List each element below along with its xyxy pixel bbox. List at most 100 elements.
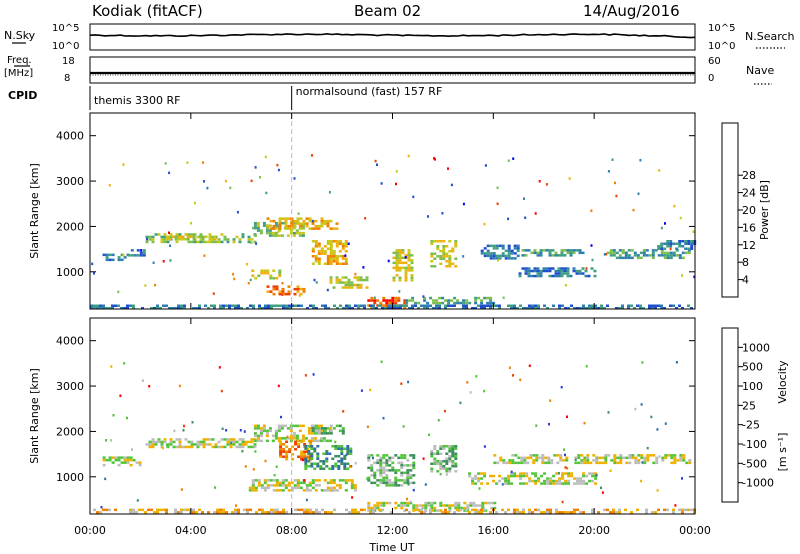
velocity-cell-12 [612, 508, 615, 512]
velocity-cell-9 [466, 504, 470, 507]
velocity-cell-7 [379, 461, 383, 465]
velocity-cell-11 [519, 474, 523, 478]
power-cell-14 [489, 257, 493, 260]
power-cell-15 [566, 249, 570, 252]
power-cell-10 [403, 301, 407, 305]
velocity-scatter [366, 477, 369, 480]
power-cell-5 [287, 224, 291, 228]
velocity-cell-7 [367, 459, 371, 462]
velocity-cell-6 [281, 484, 285, 487]
power-cell-4 [274, 226, 278, 230]
power-cell-4 [280, 234, 284, 237]
power-scatter [277, 230, 280, 233]
power-cell-0 [117, 258, 121, 262]
power-cell-19 [210, 304, 213, 307]
velocity-cell-1 [114, 456, 118, 459]
velocity-cell-7 [379, 479, 383, 482]
velocity-cell-12 [555, 511, 558, 514]
power-scatter [374, 159, 377, 163]
power-cell-9 [329, 278, 333, 282]
velocity-cell-3 [294, 448, 298, 451]
power-cell-19 [99, 307, 102, 310]
velocity-cell-12 [444, 511, 447, 514]
power-cell-19 [324, 304, 327, 307]
cpid-mode-normalsound: normalsound (fast) 157 RF [296, 85, 443, 98]
power-scatter [144, 284, 147, 287]
power-cell-11 [407, 256, 411, 260]
power-cell-18 [684, 240, 688, 243]
velocity-cell-7 [370, 466, 374, 470]
power-scatter [229, 186, 232, 190]
velocity-cell-11 [528, 479, 532, 483]
velocity-cell-4 [310, 457, 314, 460]
velocity-cell-10 [652, 454, 656, 457]
power-cell-6 [338, 255, 342, 258]
power-cell-7 [278, 269, 282, 272]
power-cell-12 [430, 265, 434, 268]
power-cell-16 [518, 272, 522, 275]
velocity-cell-12 [183, 508, 186, 512]
power-cell-14 [480, 249, 484, 253]
power-cell-8 [281, 290, 285, 293]
power-cell-13 [414, 301, 418, 305]
power-cell-3 [213, 238, 217, 241]
nsky-trace [89, 32, 696, 39]
power-cell-3 [165, 235, 169, 238]
power-cell-6 [329, 262, 333, 265]
power-cell-15 [569, 249, 573, 252]
power-cell-14 [492, 247, 496, 250]
velocity-cell-7 [400, 454, 404, 457]
power-cell-19 [582, 307, 585, 310]
velocity-cell-6 [332, 481, 336, 485]
power-cell-15 [524, 249, 528, 252]
velocity-cell-3 [282, 443, 286, 446]
power-cell-19 [240, 307, 243, 310]
velocity-cell-12 [294, 508, 297, 512]
power-cell-3 [192, 238, 196, 241]
velocity-cell-12 [561, 511, 564, 514]
power-scatter [203, 180, 205, 183]
power-cell-16 [533, 269, 537, 273]
power-cell-19 [537, 304, 540, 307]
velocity-cell-12 [309, 508, 312, 512]
velocity-cell-2 [253, 432, 257, 435]
velocity-cell-2 [316, 427, 320, 430]
power-cell-19 [183, 304, 186, 307]
power-cell-10 [385, 301, 389, 305]
velocity-cell-3 [285, 445, 289, 448]
power-cell-14 [498, 257, 502, 260]
velocity-scatter [560, 386, 563, 389]
power-cell-5 [326, 224, 330, 228]
velocity-cell-12 [201, 511, 204, 514]
velocity-cell-10 [619, 461, 623, 465]
velocity-cell-7 [379, 481, 383, 485]
power-scatter [450, 183, 453, 187]
velocity-cell-0 [190, 443, 194, 446]
power-cell-19 [465, 304, 468, 307]
velocity-cell-10 [577, 456, 581, 460]
velocity-cell-2 [256, 439, 260, 443]
power-scatter [395, 170, 398, 173]
power-cell-7 [266, 272, 270, 275]
power-cell-12 [454, 257, 458, 260]
power-scatter [483, 222, 486, 226]
velocity-cell-2 [322, 439, 326, 443]
power-scatter [298, 294, 301, 297]
power-cell-19 [369, 304, 372, 307]
power-scatter [328, 191, 331, 194]
power-cell-19 [372, 307, 375, 310]
velocity-cell-12 [414, 508, 417, 512]
velocity-cell-8 [430, 455, 434, 458]
power-cell-12 [448, 262, 452, 265]
velocity-cell-0 [187, 440, 191, 444]
velocity-cell-11 [540, 482, 544, 485]
power-cell-14 [483, 254, 487, 258]
power-cell-12 [436, 245, 440, 248]
velocity-cell-12 [684, 508, 687, 512]
velocity-cell-6 [260, 486, 264, 490]
velocity-cell-9 [481, 504, 485, 507]
power-cell-14 [504, 254, 508, 258]
velocity-cell-6 [353, 484, 357, 487]
velocity-cell-10 [604, 459, 608, 462]
